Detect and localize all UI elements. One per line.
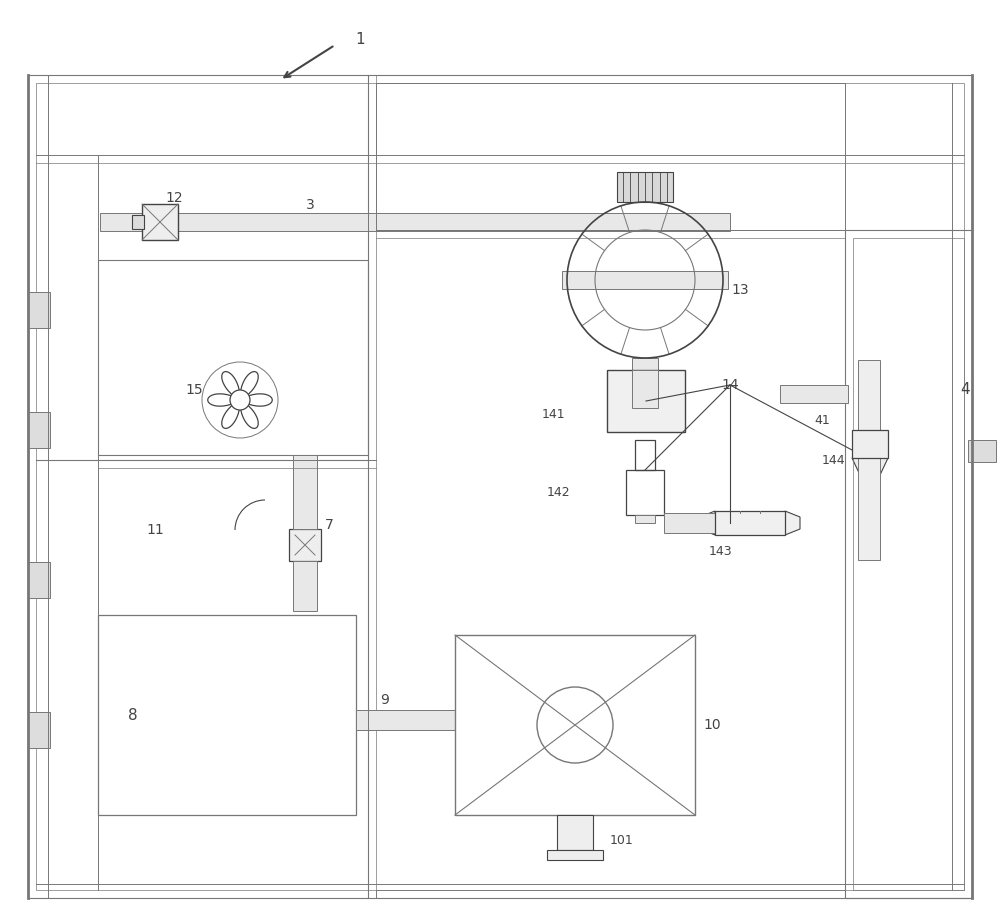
Bar xyxy=(607,370,685,432)
Bar xyxy=(968,440,996,462)
Bar xyxy=(858,360,880,560)
Bar xyxy=(547,850,603,860)
Bar xyxy=(293,455,317,529)
Text: 3: 3 xyxy=(306,198,314,212)
Bar xyxy=(36,83,964,890)
Bar xyxy=(845,230,972,898)
Bar xyxy=(28,562,50,598)
Text: 9: 9 xyxy=(381,693,389,707)
Text: 41: 41 xyxy=(814,414,830,426)
Text: 142: 142 xyxy=(546,485,570,498)
Bar xyxy=(28,412,50,448)
Bar xyxy=(356,710,455,730)
Bar xyxy=(455,635,695,815)
Bar xyxy=(376,890,845,898)
Bar xyxy=(632,370,658,408)
Bar xyxy=(557,815,593,850)
Bar xyxy=(142,204,178,240)
Bar xyxy=(635,440,655,470)
Polygon shape xyxy=(852,458,888,475)
Text: 1: 1 xyxy=(355,32,365,47)
Text: 10: 10 xyxy=(703,718,721,732)
Text: 15: 15 xyxy=(185,383,203,397)
Text: 143: 143 xyxy=(708,545,732,558)
Text: 4: 4 xyxy=(960,382,970,398)
Bar xyxy=(98,260,368,455)
Bar xyxy=(28,292,50,328)
Polygon shape xyxy=(700,511,715,535)
Text: 13: 13 xyxy=(731,283,749,297)
Text: 101: 101 xyxy=(610,833,634,846)
Bar xyxy=(28,712,50,748)
Text: 11: 11 xyxy=(146,523,164,537)
Bar xyxy=(635,515,655,523)
Bar xyxy=(132,215,144,229)
Bar xyxy=(98,615,356,815)
Text: 12: 12 xyxy=(165,191,183,205)
Bar xyxy=(100,213,730,231)
Bar xyxy=(617,172,673,202)
Bar xyxy=(715,511,785,535)
Text: 14: 14 xyxy=(721,378,739,392)
Bar xyxy=(852,430,888,458)
Bar xyxy=(853,238,964,890)
Bar xyxy=(289,529,321,561)
Bar xyxy=(664,513,780,533)
Bar xyxy=(780,385,848,403)
Bar xyxy=(632,358,658,408)
Bar xyxy=(626,470,664,515)
Text: 144: 144 xyxy=(821,453,845,466)
Bar xyxy=(376,83,845,230)
Text: 7: 7 xyxy=(325,518,334,532)
Text: 141: 141 xyxy=(541,409,565,422)
Bar xyxy=(293,561,317,611)
Bar xyxy=(562,271,728,289)
Text: 8: 8 xyxy=(128,708,138,723)
Bar xyxy=(28,75,972,898)
Polygon shape xyxy=(785,511,800,535)
